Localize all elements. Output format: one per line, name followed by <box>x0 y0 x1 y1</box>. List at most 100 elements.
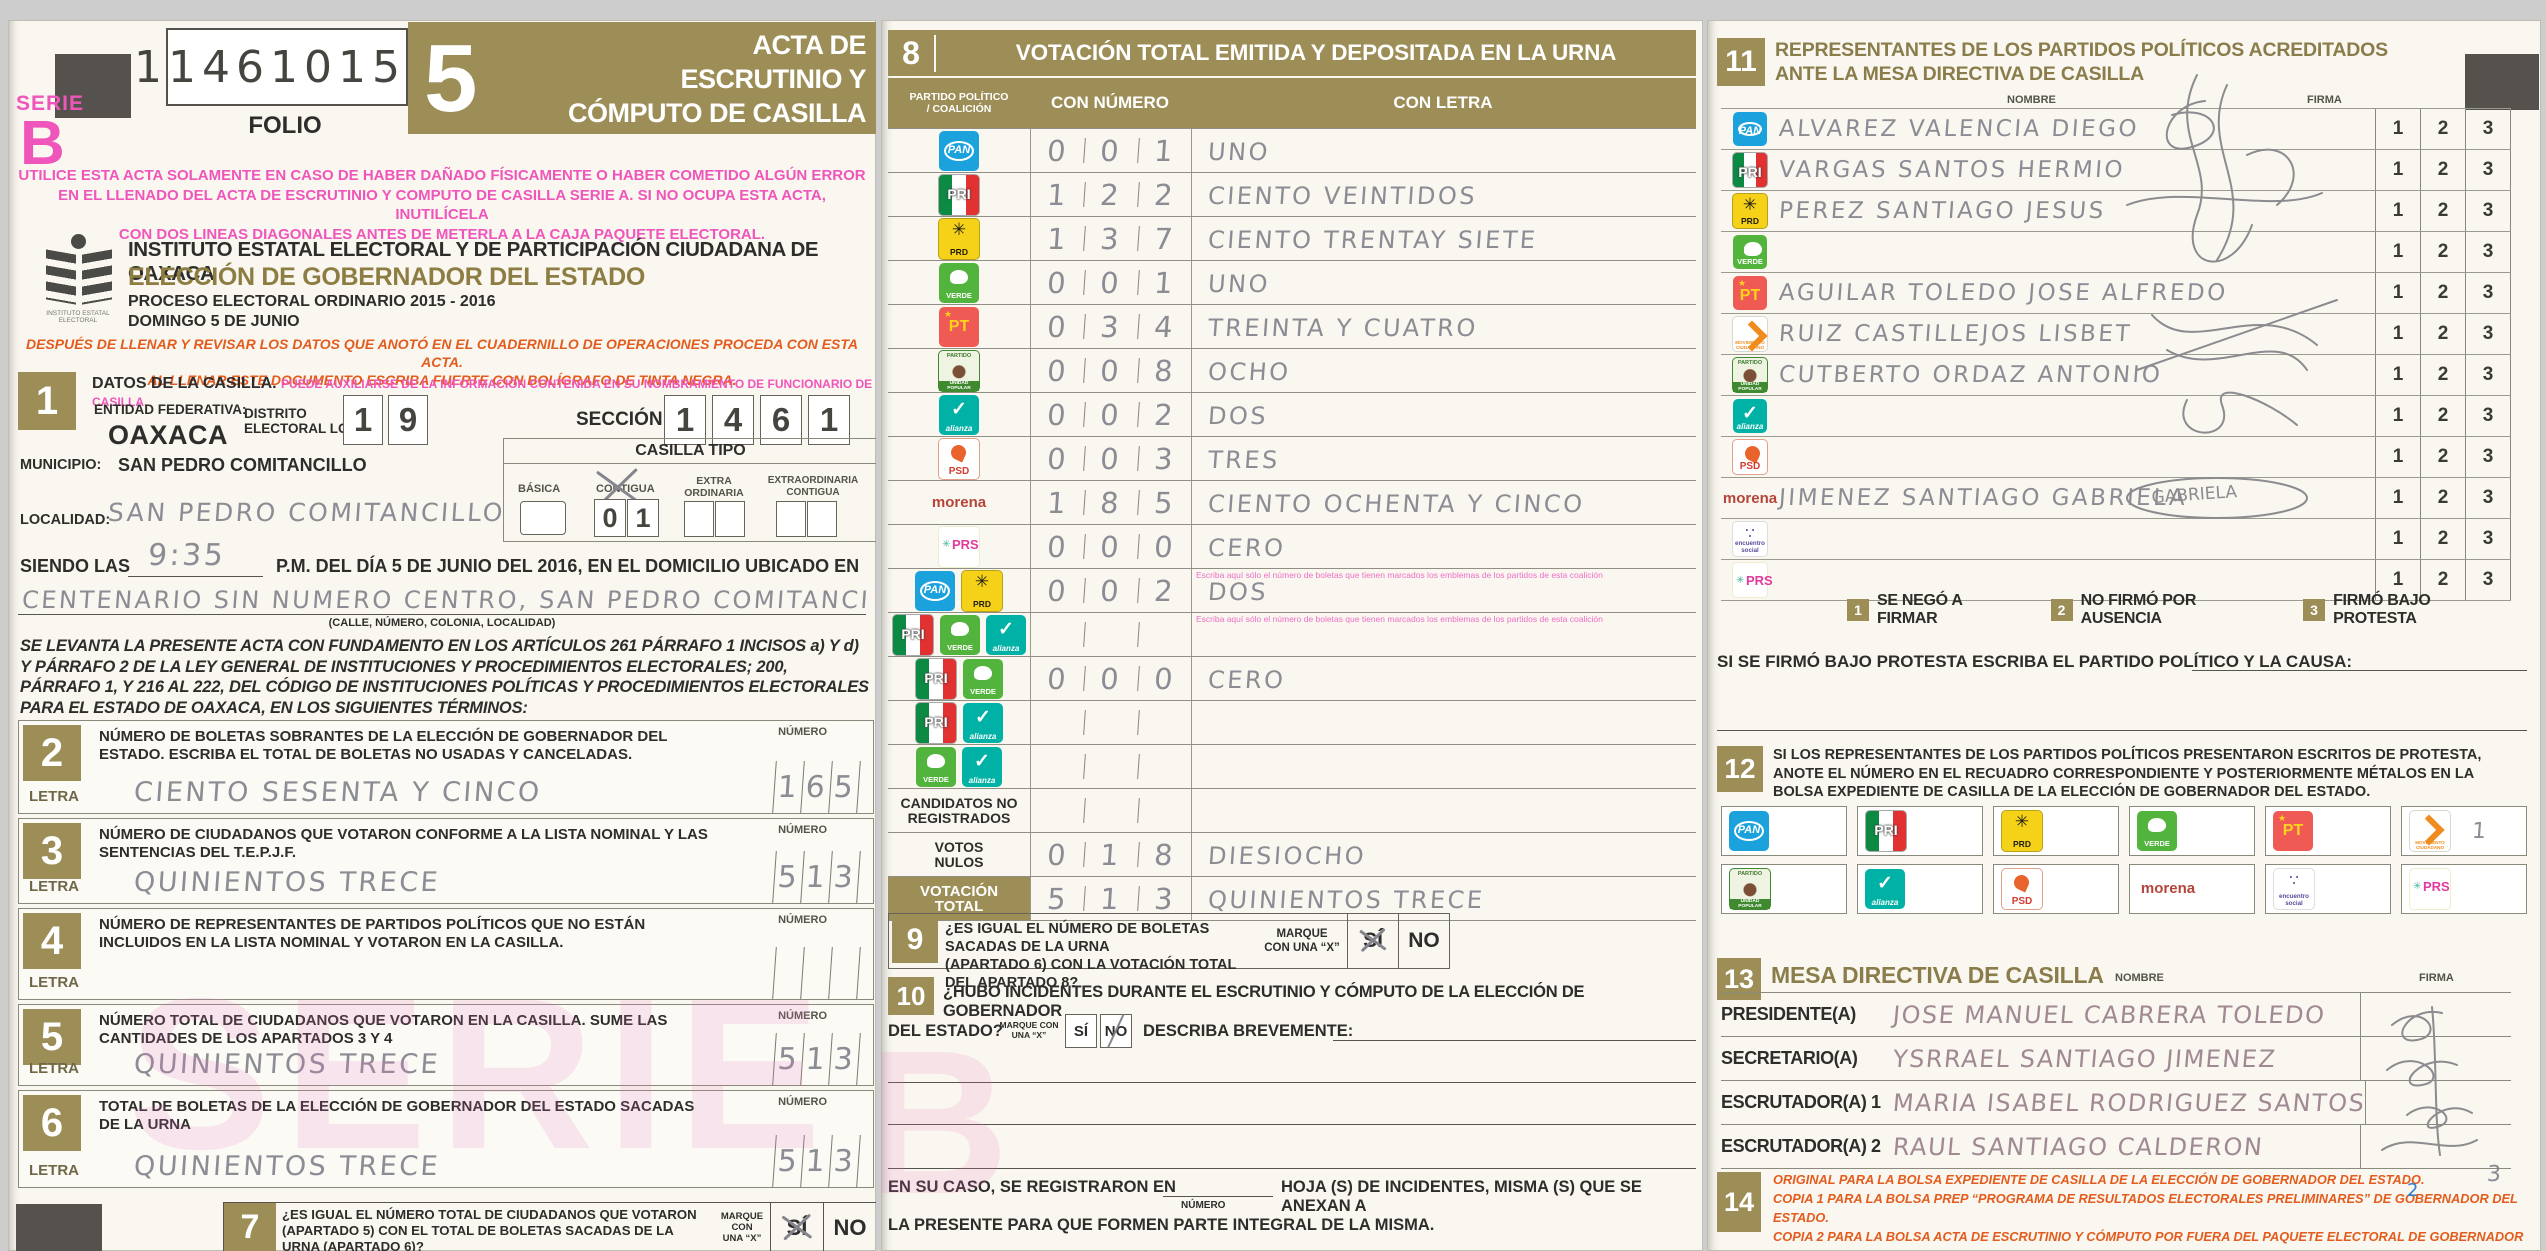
vote-letra-handwritten: TREINTA Y CUATRO <box>1207 314 1479 342</box>
letra-handwritten: QUINIENTOS TRECE <box>132 1049 442 1080</box>
section-12-number: 12 <box>1717 746 1763 792</box>
digit: 1 <box>800 1033 832 1085</box>
party-logo-slot <box>1726 811 1772 851</box>
party-logo-slot <box>2406 868 2454 910</box>
vote-digit: 0 <box>1045 309 1070 344</box>
protesta-line: SI SE FIRMÓ BAJO PROTESTA ESCRIBA EL PAR… <box>1717 652 2353 671</box>
letter-cell: Escriba aquí sólo el número de boletas q… <box>1192 569 1696 612</box>
party-cell <box>888 481 1030 524</box>
marque-word: CON UNA “X” <box>1264 942 1340 954</box>
digit: 5 <box>828 761 861 813</box>
representative-row: AGUILAR TOLEDO JOSE ALFREDO 1 2 3 <box>1721 273 2511 314</box>
digit-cells: 5 1 3 <box>772 1033 861 1085</box>
desc-text: . ESCRIBA EL TOTAL DE BOLETAS NO USADAS … <box>160 746 633 763</box>
letra-label: LETRA <box>29 974 79 991</box>
describe-blank-line <box>1333 1018 1696 1041</box>
digit-cells: 1 6 5 <box>772 761 861 813</box>
folio-number: 114610157 <box>134 41 440 93</box>
section-8-title: VOTACIÓN TOTAL EMITIDA Y DEPOSITADA EN L… <box>1015 40 1617 65</box>
letter-cell: Escriba aquí sólo el número de boletas q… <box>1192 261 1696 304</box>
letter-cell: Escriba aquí sólo el número de boletas q… <box>1192 657 1696 700</box>
protesta-party-box <box>1721 806 1847 856</box>
desc-text: NÚMERO DE BOLETAS SOBRANTES DE LA ELECCI… <box>99 728 524 745</box>
letter-cell: Escriba aquí sólo el número de boletas q… <box>1192 745 1696 788</box>
legend-label: SE NEGÓ A FIRMAR <box>1877 592 1963 627</box>
party-cell <box>1721 439 1779 475</box>
legend-item: 1 SE NEGÓ A FIRMAR <box>1847 592 2021 628</box>
vote-letra-handwritten: CERO <box>1207 666 1287 694</box>
firma-status-options: 1 2 3 <box>2375 191 2511 231</box>
address-blank-line <box>18 588 866 615</box>
s9-question-line1: ¿ES IGUAL EL NÚMERO DE BOLETAS SACADAS D… <box>945 921 1210 955</box>
seccion-digit: 1 <box>664 395 706 445</box>
party-cell <box>1721 562 1779 598</box>
number-cells: 0 0 1 <box>1030 129 1192 172</box>
representative-row: PEREZ SANTIAGO JESUS 1 2 3 <box>1721 191 2511 232</box>
vote-digit: 1 <box>1136 129 1192 172</box>
vote-digit: 0 <box>1045 397 1070 432</box>
contigua-digit: 1 <box>627 499 659 537</box>
party-cell <box>888 173 1030 216</box>
section-1-title: DATOS DE LA CASILLA. <box>92 375 277 392</box>
section-9-question: ¿ES IGUAL EL NÚMERO DE BOLETAS SACADAS D… <box>941 914 1257 991</box>
letter-cell: Escriba aquí sólo el número de boletas q… <box>1192 349 1696 392</box>
legend-number: 3 <box>2303 599 2326 621</box>
party-logo-slot <box>2270 868 2318 910</box>
vote-digit: 0 <box>1136 525 1192 568</box>
mc-logo <box>1732 316 1768 352</box>
option-3: 3 <box>2465 560 2511 600</box>
warning-line-3: CON DOS LINEAS DIAGONALES ANTES DE METER… <box>118 225 766 243</box>
vote-digit: 0 <box>1083 569 1139 612</box>
party-cell <box>888 393 1030 436</box>
firma-status-options: 1 2 3 <box>2375 478 2511 518</box>
representative-row: ALVAREZ VALENCIA DIEGO 1 2 3 <box>1721 109 2511 150</box>
option-3: 3 <box>2465 396 2511 436</box>
mesa-directiva-table: PRESIDENTE(A) JOSE MANUEL CABRERA TOLEDO… <box>1721 992 2511 1169</box>
party-logo-slot <box>1998 868 2046 910</box>
section-1-note: PUEDE AUXILIARSE DE LA INFORMACIÓN CONTE… <box>92 377 873 409</box>
option-2: 2 <box>2420 191 2465 231</box>
firma-column-label: FIRMA <box>2307 94 2342 106</box>
siendo-pre: SIENDO LAS <box>20 556 131 576</box>
section-12-text: SI LOS REPRESENTANTES DE LOS PARTIDOS PO… <box>1773 747 2482 800</box>
tipo-extra-checkbox <box>715 501 745 537</box>
votes-row: VOTACIÓN TOTAL 5 1 3 Escriba aquí sólo e… <box>888 877 1696 921</box>
digit: 1 <box>772 761 804 813</box>
desc-text: NÚMERO DE REPRESENTANTES DE PARTIDOS POL… <box>99 916 646 951</box>
section-number: 5 <box>23 1009 81 1065</box>
verde-logo <box>940 614 980 655</box>
firma-status-options: 1 2 3 <box>2375 109 2511 149</box>
section-11-number: 11 <box>1717 38 1765 86</box>
letter-cell: Escriba aquí sólo el número de boletas q… <box>1192 525 1696 568</box>
blank-line <box>888 1060 1696 1083</box>
letra-label: LETRA <box>29 1060 79 1077</box>
section-7-question: ¿ES IGUAL EL NÚMERO TOTAL DE CIUDADANOS … <box>282 1207 697 1251</box>
legend-label: FIRMÓ BAJO PROTESTA <box>2333 592 2431 627</box>
firma-status-options: 1 2 3 <box>2375 355 2511 395</box>
votes-row: Escriba aquí sólo el número de boletas q… <box>888 701 1696 745</box>
party-label: CANDIDATOS NO REGISTRADOS <box>900 794 1018 826</box>
votes-row: 0 0 2 Escriba aquí sólo el número de bol… <box>888 393 1696 437</box>
votes-row: 0 0 2 Escriba aquí sólo el número de bol… <box>888 569 1696 613</box>
vote-letra-handwritten: OCHO <box>1207 358 1292 386</box>
distrito-digit: 1 <box>343 395 383 445</box>
pri-logo <box>938 173 980 216</box>
party-cell <box>1721 521 1779 557</box>
numero-label: NÚMERO <box>778 1010 827 1022</box>
s9-marque-label: MARQUE CON UNA “X” <box>1257 914 1347 968</box>
prs-logo <box>2409 868 2451 910</box>
section-8-number: 8 <box>888 34 936 72</box>
firma-morena-text: GABRIELA <box>2151 482 2238 508</box>
vote-letra-handwritten: DOS <box>1207 578 1270 606</box>
ieepco-logo-caption: INSTITUTO ESTATAL ELECTORAL <box>46 310 110 324</box>
institute-name: INSTITUTO ESTATAL ELECTORAL Y DE PARTICI… <box>128 238 819 285</box>
party-logo-slot <box>1726 868 1774 910</box>
vote-digit: 2 <box>1136 569 1192 612</box>
representative-row: RUIZ CASTILLEJOS LISBET 1 2 3 <box>1721 314 2511 355</box>
no-label: NO <box>1104 1022 1128 1040</box>
vote-digit <box>1083 613 1139 656</box>
protesta-count-handwritten: 1 <box>2471 818 2490 844</box>
verde-logo <box>939 262 979 303</box>
election-date: DOMINGO 5 DE JUNIO <box>128 313 300 330</box>
protesta-blank-line-2 <box>1717 708 2527 731</box>
